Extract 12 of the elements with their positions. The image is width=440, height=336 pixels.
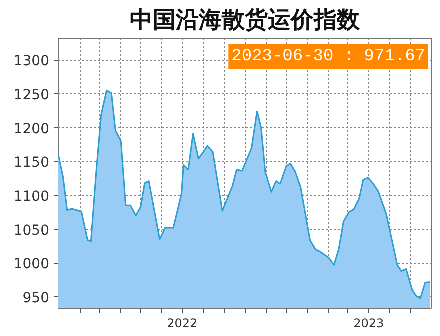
y-tick-label: 1000 — [14, 256, 50, 273]
y-tick-label: 950 — [22, 290, 50, 306]
y-tick-label: 1300 — [14, 54, 50, 70]
y-tick-label: 1250 — [14, 87, 50, 104]
y-tick-label: 1150 — [14, 155, 50, 172]
chart-title: 中国沿海散货运价指数 — [130, 8, 361, 34]
annotation: 2023-06-30 : 971.67 — [232, 48, 426, 66]
x-tick-label: 2022 — [167, 316, 198, 330]
x-tick-label: 2023 — [354, 316, 384, 330]
y-tick-label: 1200 — [14, 121, 50, 138]
y-tick-label: 1050 — [14, 222, 50, 239]
y-tick-label: 1100 — [14, 188, 50, 205]
